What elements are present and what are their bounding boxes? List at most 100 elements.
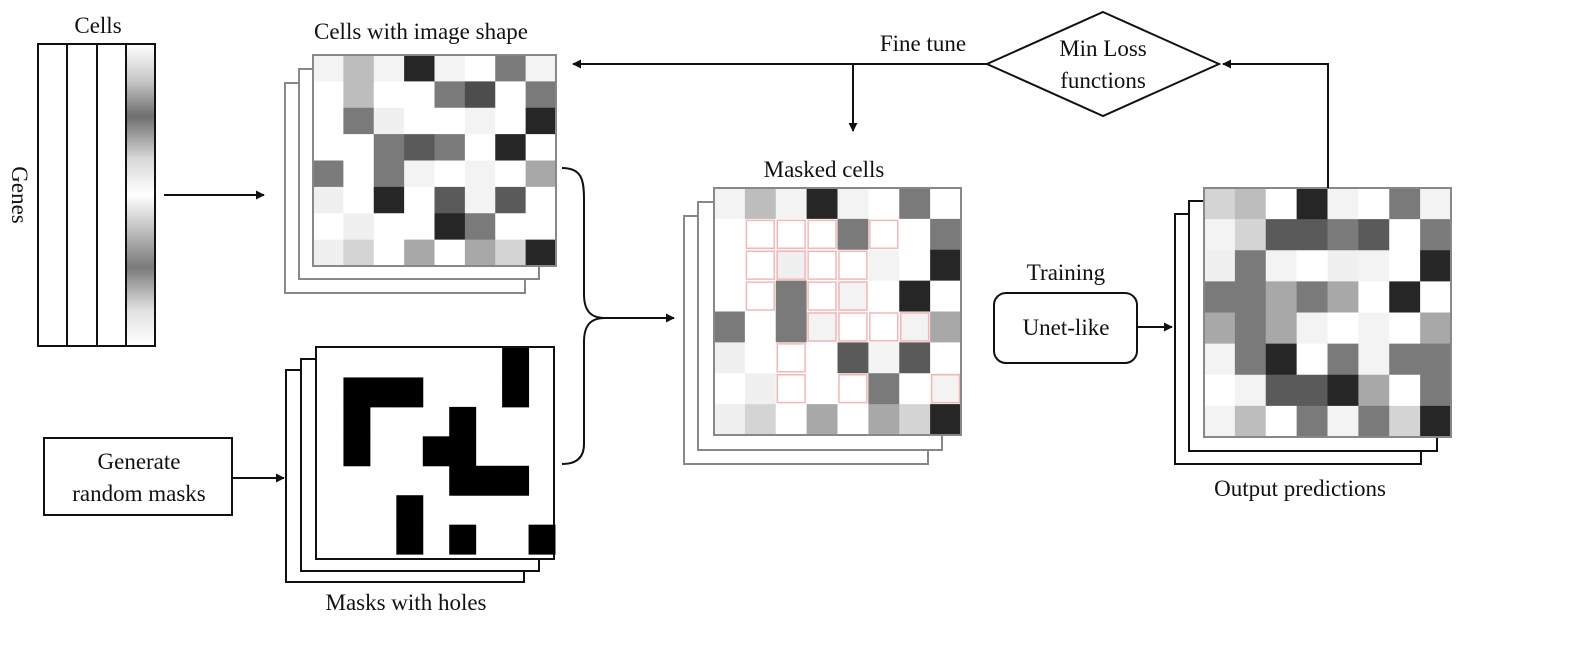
output-cell-r3-c3 [1296,281,1328,313]
masks-label: Masks with holes [326,590,487,615]
output-cell-r1-c6 [1389,219,1421,251]
output-cell-r1-c0 [1204,219,1236,251]
cells-cell-r5-c4 [434,186,466,214]
masked-cell-r2-c7 [930,249,962,282]
masked-cell-r3-c0 [714,280,746,312]
output-cell-r4-c5 [1358,312,1390,345]
cells-cell-r1-c6 [495,81,527,109]
masked-hole-1 [776,219,806,250]
cells-cell-r2-c2 [373,107,405,135]
masked-hole-10 [838,281,868,311]
mask-hole-block-16 [528,524,556,555]
cells-cell-r2-c3 [404,107,435,135]
masked-cells-grid [714,188,962,436]
cells-cell-r7-c7 [525,239,557,267]
masked-hole-3 [869,219,899,250]
masked-hole-11 [807,312,837,342]
masked-hole-4 [745,250,776,280]
cell-gradient-column [125,43,156,347]
masked-cell-r5-c5 [868,342,900,374]
mask-hole-block-5 [343,406,371,437]
output-cell-r6-c7 [1420,374,1452,407]
cells-image-stack [284,54,557,294]
mask-hole-block-9 [449,436,477,467]
output-cell-r0-c2 [1265,188,1298,220]
masked-cell-r5-c2 [775,342,808,374]
masked-cell-r4-c0 [714,311,746,343]
masked-cells-stack [683,187,962,465]
masked-cell-r3-c1 [744,280,777,312]
output-stack [1174,187,1452,465]
cells-cell-r0-c5 [464,55,496,82]
cells-cell-r6-c0 [313,213,344,241]
output-cell-r2-c2 [1265,250,1298,282]
masked-cell-r5-c3 [806,342,838,374]
cells-cell-r0-c2 [373,55,405,82]
output-cell-r2-c3 [1296,250,1328,282]
masked-cell-r4-c1 [744,311,777,343]
output-cell-r3-c0 [1204,281,1236,313]
cells-cell-r0-c0 [313,55,344,82]
mask-hole-block-13 [396,495,424,526]
cells-cell-r4-c1 [343,160,375,188]
output-cell-r4-c0 [1204,312,1236,345]
cells-cell-r7-c0 [313,239,344,267]
masked-cell-r5-c4 [837,342,869,374]
cells-cell-r4-c3 [404,160,435,188]
masked-cell-r7-c0 [714,404,746,436]
cells-cell-r2-c5 [464,107,496,135]
masked-cell-r4-c3 [806,311,838,343]
unet-label: Unet-like [1023,315,1110,340]
cells-label: Cells [74,13,121,38]
masked-cell-r2-c6 [899,249,931,282]
masked-cell-r4-c7 [930,311,962,343]
masked-cells-label: Masked cells [764,157,885,182]
output-cell-r2-c4 [1327,250,1359,282]
masked-cell-r7-c4 [837,404,869,436]
cells-cell-r2-c0 [313,107,344,135]
masked-cell-r0-c5 [868,188,900,220]
output-cell-r0-c7 [1420,188,1452,220]
cells-cell-r1-c3 [404,81,435,109]
output-cell-r5-c6 [1389,343,1421,376]
output-cell-r5-c0 [1204,343,1236,376]
cells-cell-r3-c2 [373,134,405,161]
mask-hole-block-1 [343,377,371,408]
cells-cell-r7-c4 [434,239,466,267]
cells-image-label: Cells with image shape [314,19,528,44]
cells-cell-r7-c1 [343,239,375,267]
masked-cell-r0-c2 [775,188,808,220]
masked-cell-r0-c1 [744,188,777,220]
output-cell-r0-c5 [1358,188,1390,220]
masked-hole-15 [776,343,806,373]
arrow-output-to-loss [1222,59,1329,188]
cells-cell-r6-c3 [404,213,435,241]
output-cell-r3-c2 [1265,281,1298,313]
cells-cell-r7-c5 [464,239,496,267]
output-cell-r5-c1 [1234,343,1267,376]
output-cell-r0-c0 [1204,188,1236,220]
output-cell-r6-c2 [1265,374,1298,407]
masked-cell-r7-c5 [868,404,900,436]
cells-cell-r1-c2 [373,81,405,109]
output-cell-r7-c5 [1358,405,1390,438]
output-cell-r7-c7 [1420,405,1452,438]
mask-hole-block-12 [502,465,530,496]
unet-node: Unet-like [993,292,1138,364]
output-cell-r3-c1 [1234,281,1267,313]
output-cell-r6-c4 [1327,374,1359,407]
generate-masks-node: Generate random masks [43,437,233,516]
masked-cell-r3-c3 [806,280,838,312]
masked-cell-r6-c0 [714,373,746,405]
masked-cell-r2-c0 [714,249,746,282]
masked-cell-r3-c4 [837,280,869,312]
cells-cell-r5-c5 [464,186,496,214]
masked-cell-r6-c1 [744,373,777,405]
cells-cell-r3-c5 [464,134,496,161]
masked-cell-r6-c6 [899,373,931,405]
masked-cell-r1-c5 [868,218,900,251]
cells-cell-r7-c2 [373,239,405,267]
masked-cell-r5-c7 [930,342,962,374]
cells-cell-r4-c4 [434,160,466,188]
